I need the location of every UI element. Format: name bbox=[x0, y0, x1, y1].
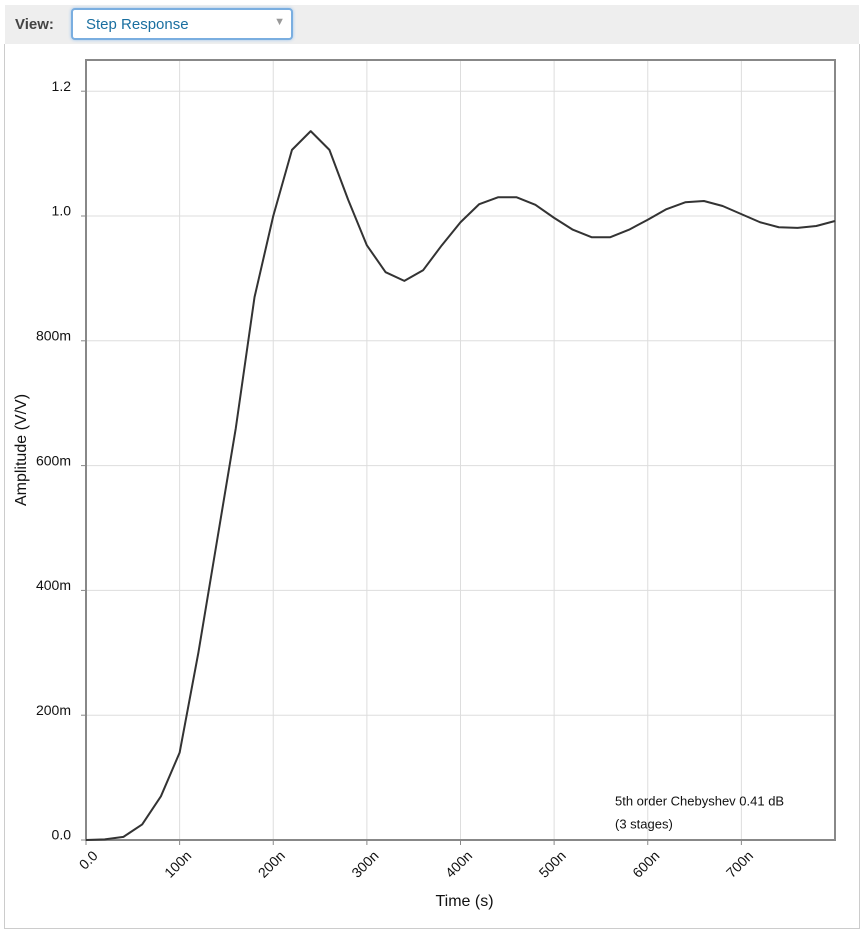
view-select-value: Step Response bbox=[86, 16, 189, 33]
plot-border bbox=[85, 59, 836, 841]
step-response-line bbox=[85, 130, 836, 841]
view-select[interactable]: Step Response ▼ bbox=[71, 8, 293, 40]
y-tick-label: 800m bbox=[36, 328, 71, 344]
x-tick-label: 400n bbox=[442, 847, 475, 880]
x-tick-label: 700n bbox=[723, 847, 756, 880]
toolbar: View: Step Response ▼ bbox=[5, 5, 859, 44]
view-label: View: bbox=[15, 16, 54, 33]
x-tick-label: 0.0 bbox=[76, 847, 101, 872]
y-tick-label: 1.2 bbox=[52, 78, 72, 94]
x-axis-label: Time (s) bbox=[435, 893, 493, 910]
y-axis-label: Amplitude (V/V) bbox=[13, 394, 30, 506]
x-tick-label: 200n bbox=[255, 847, 288, 880]
x-tick-label: 100n bbox=[161, 847, 194, 880]
y-tick-label: 400m bbox=[36, 577, 71, 593]
y-tick-label: 1.0 bbox=[52, 203, 72, 219]
annotation: 5th order Chebyshev 0.41 dB bbox=[615, 793, 784, 808]
y-tick-label: 200m bbox=[36, 702, 71, 718]
y-tick-label: 600m bbox=[36, 452, 71, 468]
annotation: (3 stages) bbox=[615, 816, 673, 831]
chart-frame bbox=[4, 44, 860, 929]
x-tick-label: 600n bbox=[629, 847, 662, 880]
select-arrow: ▼ bbox=[274, 16, 285, 28]
x-tick-label: 300n bbox=[348, 847, 381, 880]
x-tick-label: 500n bbox=[536, 847, 569, 880]
y-tick-label: 0.0 bbox=[52, 827, 72, 843]
